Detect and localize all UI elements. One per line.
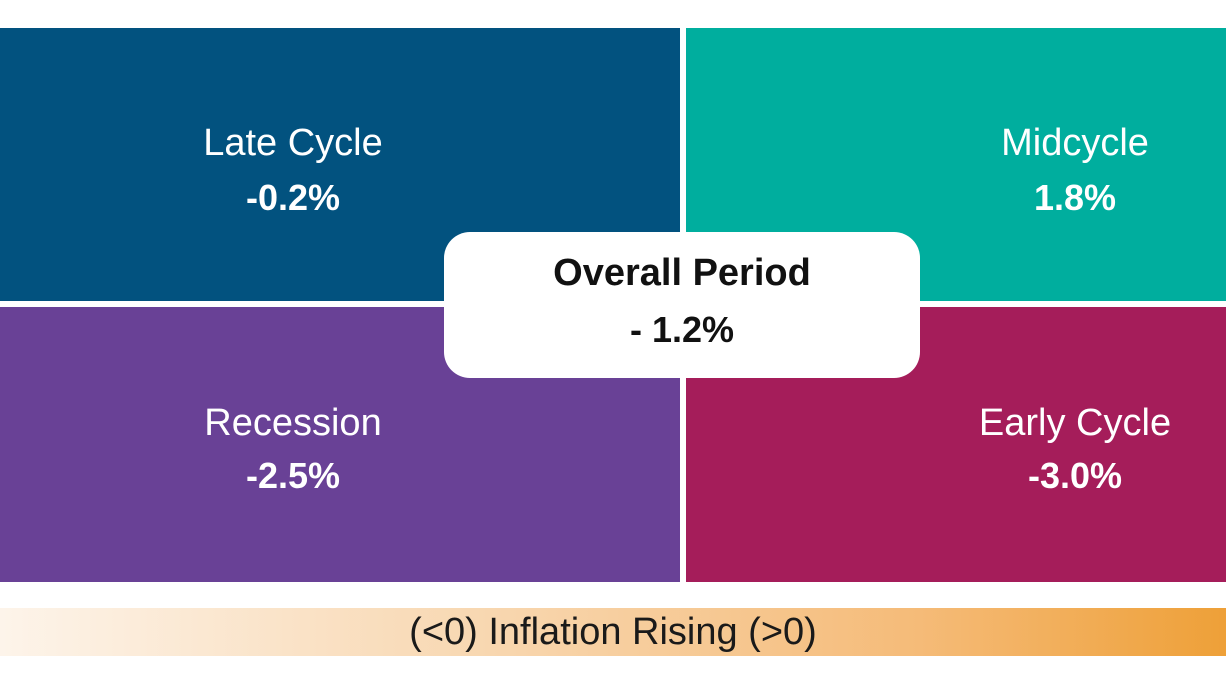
overall-period-box: Overall Period - 1.2% [444,232,920,378]
early-cycle-label: Early Cycle [978,402,1172,444]
midcycle-label: Midcycle [1001,122,1149,164]
recession-value: -2.5% [245,455,341,496]
midcycle-value: 1.8% [1033,177,1117,218]
inflation-axis-bar: (<0) Inflation Rising (>0) [0,608,1226,656]
late-cycle-value: -0.2% [245,177,341,218]
recession-label: Recession [204,402,382,444]
overall-period-value: - 1.2% [629,309,735,350]
inflation-axis-label: (<0) Inflation Rising (>0) [409,611,817,653]
early-cycle-value: -3.0% [1027,455,1123,496]
overall-period-title: Overall Period [553,252,811,294]
quadrant-late-cycle: Late Cycle -0.2% [0,28,680,301]
late-cycle-label: Late Cycle [203,122,383,164]
